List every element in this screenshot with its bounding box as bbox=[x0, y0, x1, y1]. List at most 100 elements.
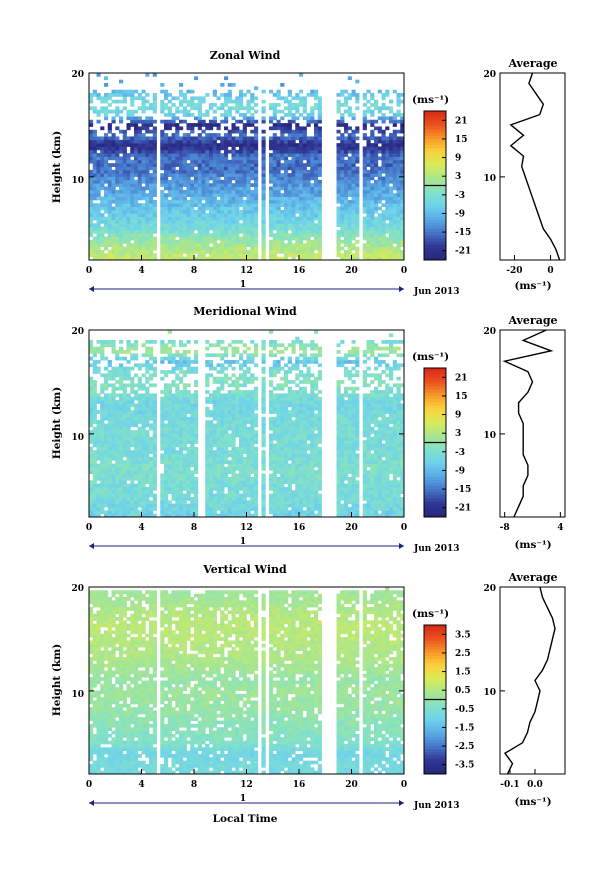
zonal-heat-cell bbox=[134, 240, 138, 244]
zonal-heat-cell bbox=[280, 187, 284, 191]
meridional-heat-cell bbox=[172, 440, 176, 444]
meridional-heat-cell bbox=[190, 477, 194, 481]
zonal-heat-cell bbox=[378, 173, 382, 177]
zonal-heat-cell bbox=[340, 156, 344, 160]
zonal-heat-cell bbox=[243, 106, 247, 110]
zonal-heat-cell bbox=[318, 163, 322, 167]
meridional-heat-cell bbox=[389, 510, 393, 514]
zonal-heat-cell bbox=[172, 247, 176, 251]
meridional-heat-cell bbox=[273, 484, 277, 488]
zonal-heat-cell bbox=[250, 113, 254, 117]
meridional-heat-cell bbox=[389, 494, 393, 498]
meridional-heat-cell bbox=[292, 507, 296, 511]
meridional-heat-cell bbox=[104, 447, 108, 451]
zonal-heat-cell bbox=[145, 106, 149, 110]
zonal-heat-cell bbox=[119, 156, 123, 160]
meridional-heat-cell bbox=[224, 484, 228, 488]
meridional-heat-cell bbox=[134, 500, 138, 504]
meridional-heat-cell bbox=[262, 474, 266, 478]
zonal-heat-cell bbox=[397, 240, 401, 244]
meridional-heat-cell bbox=[112, 464, 116, 468]
zonal-heat-cell bbox=[247, 100, 251, 104]
meridional-heat-cell bbox=[239, 454, 243, 458]
zonal-heat-cell bbox=[273, 180, 277, 184]
zonal-heat-cell bbox=[247, 160, 251, 164]
zonal-heat-cell bbox=[119, 220, 123, 224]
zonal-heat-cell bbox=[160, 213, 164, 217]
meridional-heat-cell bbox=[370, 444, 374, 448]
meridional-heat-cell bbox=[220, 477, 224, 481]
meridional-heat-cell bbox=[378, 467, 382, 471]
zonal-heat-cell bbox=[303, 247, 307, 251]
zonal-heat-cell bbox=[389, 140, 393, 144]
zonal-heat-cell bbox=[179, 223, 183, 227]
zonal-heat-cell bbox=[385, 163, 389, 167]
meridional-heat-cell bbox=[239, 507, 243, 511]
meridional-heat-cell bbox=[382, 464, 386, 468]
zonal-heat-cell bbox=[97, 173, 101, 177]
meridional-heat-cell bbox=[134, 460, 138, 464]
zonal-heat-cell bbox=[243, 223, 247, 227]
meridional-heat-cell bbox=[153, 440, 157, 444]
zonal-heat-cell bbox=[318, 193, 322, 197]
zonal-heat-cell bbox=[228, 207, 232, 211]
zonal-heat-cell bbox=[254, 193, 258, 197]
zonal-heat-cell bbox=[164, 143, 168, 147]
zonal-heat-cell bbox=[337, 197, 341, 201]
zonal-heat-cell bbox=[190, 193, 194, 197]
zonal-heat-cell bbox=[224, 110, 228, 114]
meridional-heat-cell bbox=[108, 474, 112, 478]
zonal-heat-cell bbox=[374, 150, 378, 154]
zonal-heat-cell bbox=[97, 140, 101, 144]
meridional-heat-cell bbox=[363, 464, 367, 468]
zonal-heat-cell bbox=[355, 150, 359, 154]
meridional-heat-cell bbox=[224, 474, 228, 478]
zonal-heat-cell bbox=[119, 130, 123, 134]
zonal-heat-cell bbox=[104, 96, 108, 100]
zonal-heat-cell bbox=[183, 220, 187, 224]
zonal-heat-cell bbox=[194, 227, 198, 231]
zonal-heat-cell bbox=[172, 113, 176, 117]
zonal-heat-cell bbox=[262, 140, 266, 144]
zonal-heat-cell bbox=[142, 197, 146, 201]
zonal-heat-cell bbox=[160, 136, 164, 140]
meridional-heat-cell bbox=[205, 460, 209, 464]
zonal-heat-cell bbox=[299, 153, 303, 157]
zonal-heat-cell bbox=[164, 247, 168, 251]
zonal-heat-cell bbox=[299, 193, 303, 197]
zonal-heat-cell bbox=[318, 220, 322, 224]
zonal-heat-cell bbox=[303, 100, 307, 104]
zonal-heat-cell bbox=[303, 193, 307, 197]
zonal-heat-cell bbox=[119, 243, 123, 247]
meridional-heat-cell bbox=[280, 507, 284, 511]
zonal-heat-cell bbox=[307, 116, 311, 120]
zonal-heat-cell bbox=[235, 247, 239, 251]
zonal-heat-cell bbox=[164, 146, 168, 150]
zonal-heat-cell bbox=[112, 200, 116, 204]
zonal-heat-cell bbox=[142, 233, 146, 237]
zonal-heat-cell bbox=[307, 207, 311, 211]
zonal-heat-cell bbox=[378, 130, 382, 134]
meridional-heat-cell bbox=[153, 447, 157, 451]
zonal-heat-cell bbox=[254, 140, 258, 144]
meridional-heat-cell bbox=[194, 500, 198, 504]
meridional-heat-cell bbox=[397, 470, 401, 474]
zonal-heat-cell bbox=[247, 227, 251, 231]
zonal-heat-cell bbox=[127, 210, 131, 214]
zonal-heat-cell bbox=[108, 203, 112, 207]
meridional-heat-cell bbox=[228, 464, 232, 468]
zonal-heat-cell bbox=[187, 167, 191, 171]
zonal-heat-cell bbox=[277, 227, 281, 231]
meridional-heat-cell bbox=[280, 450, 284, 454]
zonal-heat-cell bbox=[374, 180, 378, 184]
meridional-heat-cell bbox=[367, 500, 371, 504]
meridional-heat-cell bbox=[138, 440, 142, 444]
zonal-heat-cell bbox=[217, 207, 221, 211]
zonal-heat-cell bbox=[235, 200, 239, 204]
meridional-heat-cell bbox=[363, 504, 367, 508]
zonal-heat-cell bbox=[280, 210, 284, 214]
meridional-heat-cell bbox=[175, 474, 179, 478]
meridional-heat-cell bbox=[164, 444, 168, 448]
zonal-heat-cell bbox=[269, 103, 273, 107]
zonal-heat-cell bbox=[299, 187, 303, 191]
